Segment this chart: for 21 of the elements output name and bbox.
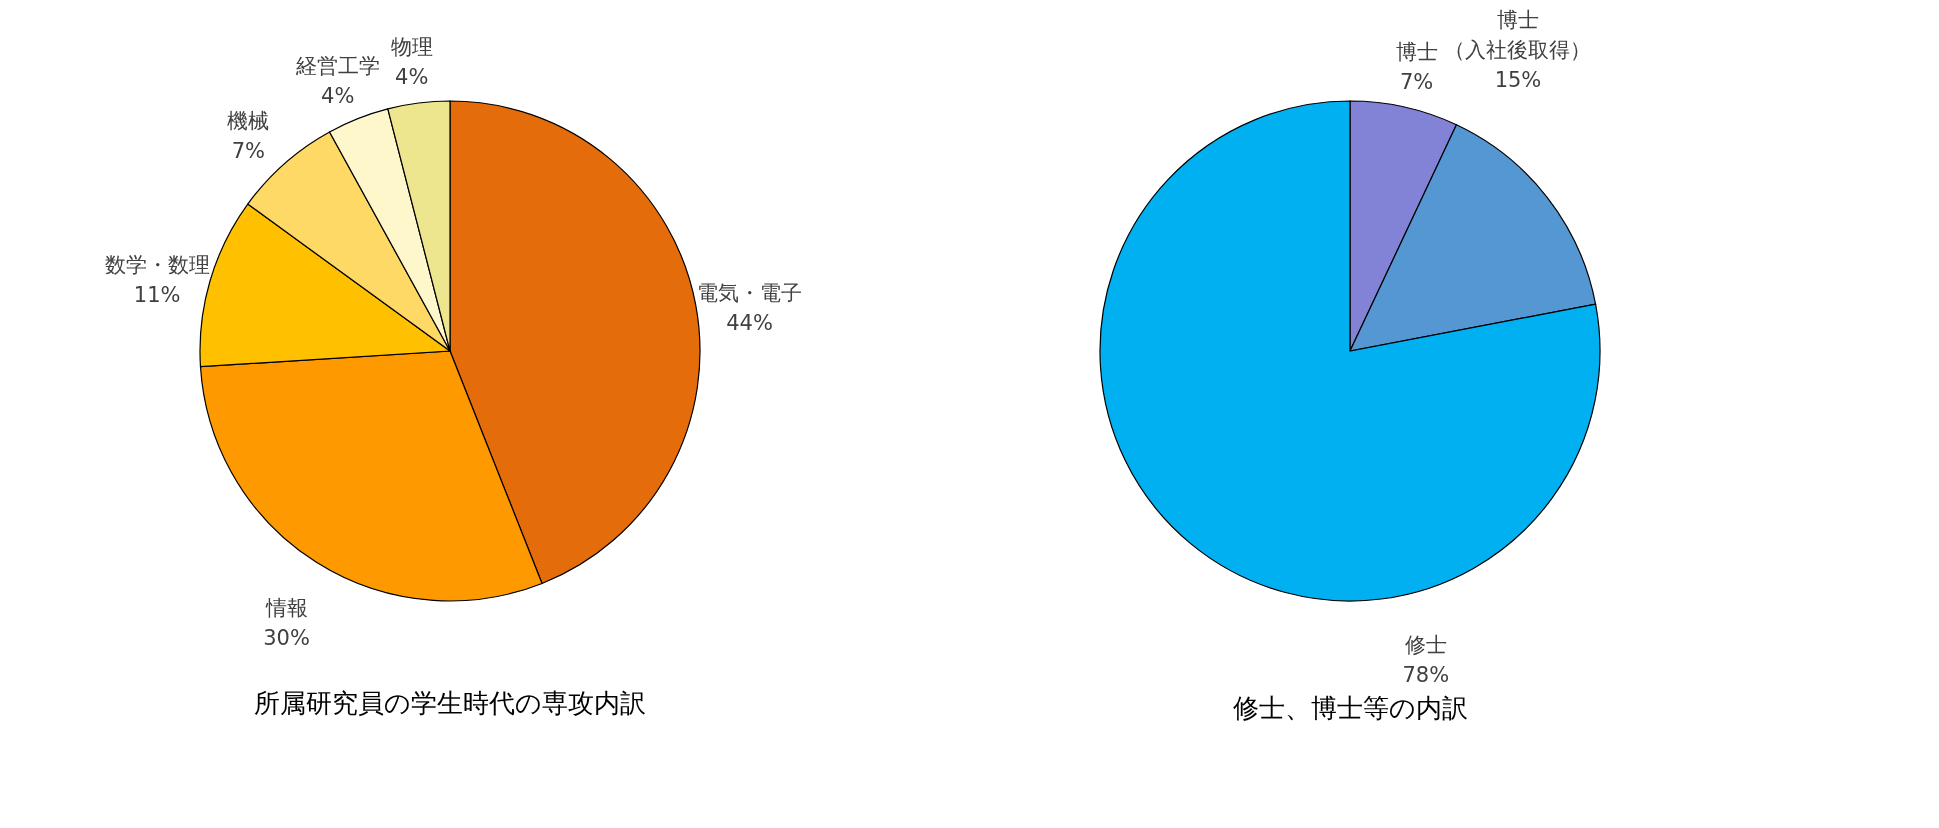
slice-label: 機械: [227, 109, 270, 134]
slice-label: 情報: [264, 595, 308, 620]
data-label: 4%: [321, 84, 355, 109]
data-label: 7%: [1399, 70, 1434, 95]
slice-label: 電気・電子: [697, 280, 803, 305]
data-label: 44%: [726, 310, 773, 335]
slice-label: 博士（入社後取得）: [1444, 8, 1592, 63]
data-label: 78%: [1402, 663, 1450, 688]
data-label: 15%: [1494, 68, 1542, 93]
slice-label: 修士: [1404, 633, 1447, 658]
data-label: 7%: [231, 139, 265, 164]
slice-label: 経営工学: [294, 54, 380, 79]
pie-slice: [1099, 100, 1601, 602]
text: 修士、博士等の内訳: [1232, 693, 1468, 724]
slice-label: 数学・数理: [104, 252, 210, 277]
slice-label: 博士: [1395, 40, 1438, 65]
data-label: 11%: [133, 282, 181, 307]
data-label: 30%: [263, 625, 310, 650]
text: 所属研究員の学生時代の専攻内訳: [254, 688, 646, 718]
data-label: 4%: [395, 65, 429, 90]
slice-label: 物理: [390, 35, 433, 60]
